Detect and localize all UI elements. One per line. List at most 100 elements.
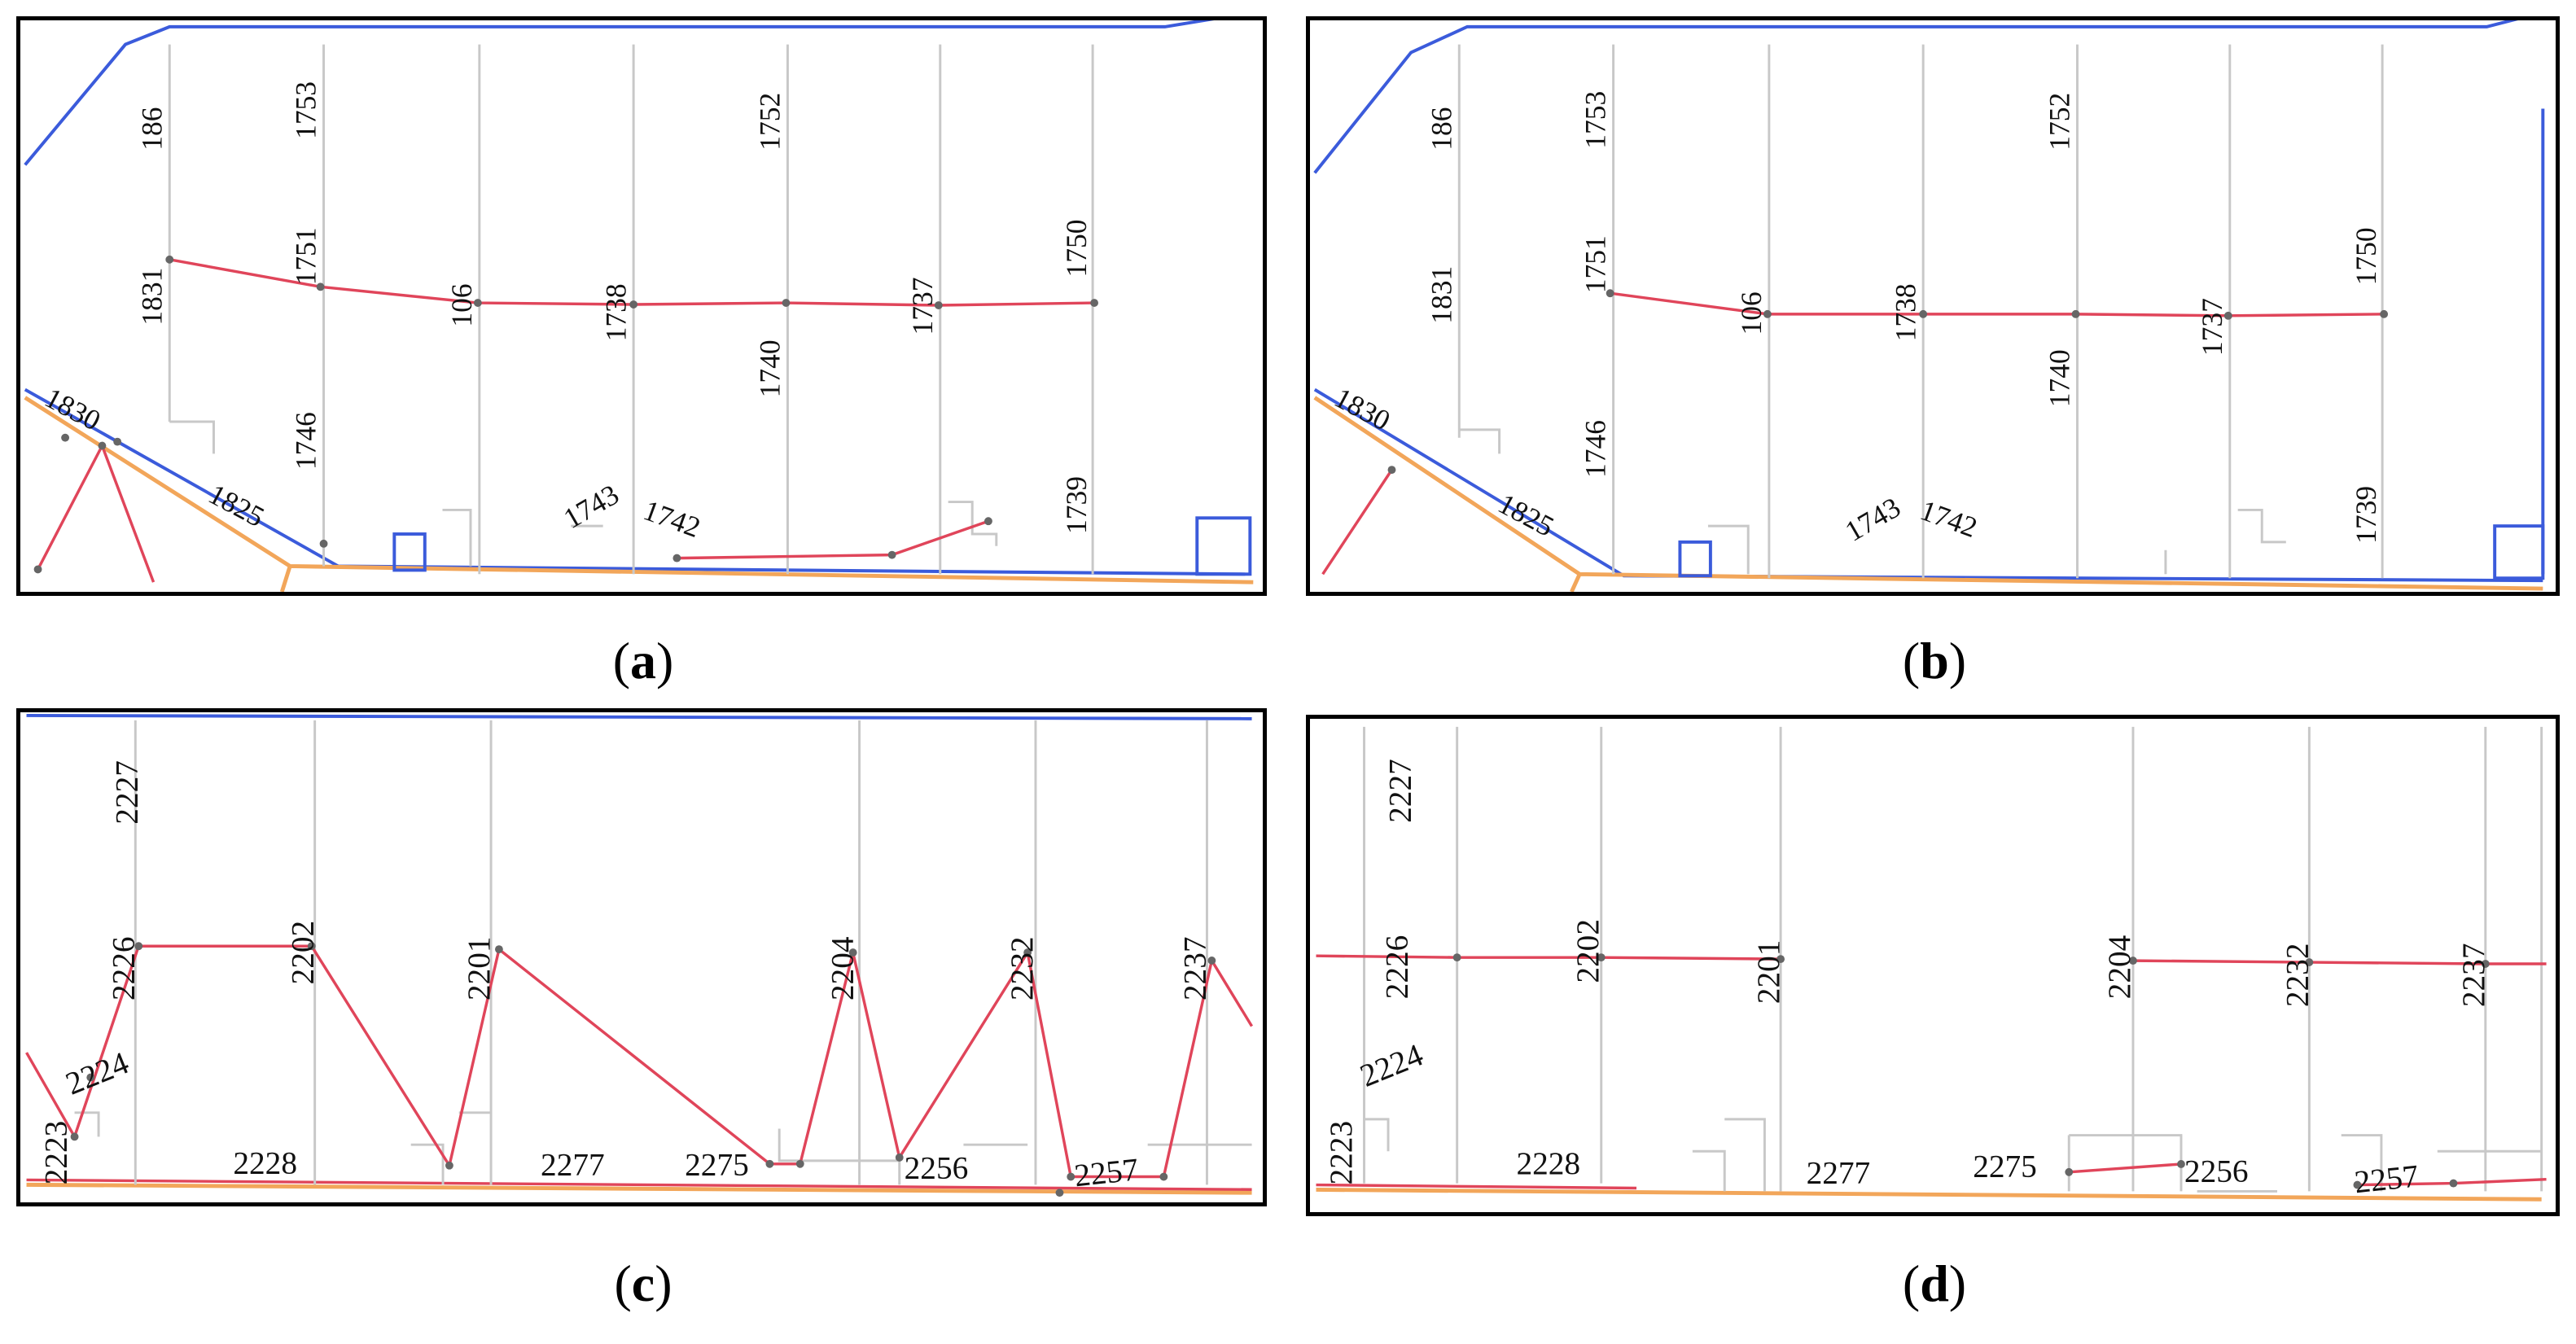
panel-c-map: 2227 2226 2202 2201 2204 2232 2237 2224 … (25, 713, 1254, 1197)
label-1738: 1738 (1889, 283, 1921, 341)
label-2223: 2223 (38, 1121, 74, 1185)
parcel-lines (1363, 726, 2543, 1193)
label-2201: 2201 (461, 936, 497, 1000)
route-main (1610, 291, 2385, 317)
label-2256: 2256 (905, 1149, 969, 1185)
label-2202: 2202 (1570, 919, 1606, 983)
panel-a: 186 1753 1752 1831 1751 106 1738 1737 17… (16, 16, 1267, 596)
road-top (24, 20, 1215, 166)
building-outline-1 (392, 532, 427, 572)
label-2257: 2257 (1072, 1151, 1140, 1193)
route-nodes (1452, 953, 2490, 1189)
route-nodes (1387, 289, 2389, 475)
route-bottom-edge (26, 1178, 1252, 1191)
parcel-lines (74, 720, 1252, 1185)
label-1750: 1750 (2350, 227, 2382, 285)
label-2237: 2237 (1176, 936, 1212, 1000)
label-106: 106 (445, 283, 478, 326)
curb-bottom (26, 1182, 1252, 1195)
curb-bottom (1313, 396, 2543, 592)
label-2227: 2227 (108, 760, 144, 825)
label-1746: 1746 (1579, 420, 1612, 478)
label-1740: 1740 (754, 339, 786, 397)
label-1753: 1753 (290, 81, 322, 139)
label-1739: 1739 (2350, 486, 2382, 544)
panel-b-map: 186 1753 1752 1831 1751 106 1738 1737 17… (1313, 20, 2545, 592)
label-2224: 2224 (61, 1044, 134, 1101)
route-lower (677, 519, 989, 560)
label-1825: 1825 (204, 477, 269, 533)
curb-bottom (1316, 1187, 2542, 1202)
label-2275: 2275 (1973, 1149, 2037, 1184)
label-2256: 2256 (2184, 1154, 2249, 1189)
route-lower-mid (2069, 1162, 2182, 1174)
road-bottom (1313, 387, 2543, 583)
route-bottom-edge (1316, 1183, 1637, 1190)
label-2228: 2228 (1516, 1145, 1580, 1181)
parcel-lines (168, 44, 1094, 575)
building-outline-1 (1678, 540, 1712, 578)
caption-d: (d) (1902, 1254, 1967, 1312)
parcel-labels: 2227 2226 2202 2201 2204 2232 2237 2224 … (1323, 759, 2491, 1200)
label-2277: 2277 (541, 1147, 605, 1183)
label-2226: 2226 (105, 936, 141, 1000)
parcel-lines (1457, 44, 2384, 579)
label-1752: 1752 (2044, 93, 2076, 151)
caption-a: (a) (612, 632, 674, 690)
label-2227: 2227 (1382, 759, 1418, 823)
label-2237: 2237 (2456, 943, 2491, 1007)
route-upper-right (2132, 959, 2547, 965)
road-top (1313, 20, 2545, 575)
building-outline-2 (2493, 524, 2545, 580)
label-1751: 1751 (1579, 235, 1612, 293)
panel-b: 186 1753 1752 1831 1751 106 1738 1737 17… (1306, 16, 2560, 596)
route-left (1321, 469, 1393, 576)
panel-c: 2227 2226 2202 2201 2204 2232 2237 2224 … (16, 708, 1267, 1206)
route-nodes (33, 255, 1099, 574)
parcel-labels: 186 1753 1752 1831 1751 106 1738 1737 17… (40, 81, 1093, 544)
panel-d-map: 2227 2226 2202 2201 2204 2232 2237 2224 … (1316, 726, 2547, 1202)
label-2275: 2275 (685, 1147, 749, 1183)
label-186: 186 (1425, 107, 1457, 150)
label-1742: 1742 (639, 493, 704, 544)
caption-c: (c) (614, 1254, 672, 1312)
label-1831: 1831 (135, 268, 168, 326)
caption-b: (b) (1902, 632, 1967, 690)
curb-bottom (24, 396, 1254, 592)
label-1750: 1750 (1060, 220, 1093, 278)
label-1831: 1831 (1425, 266, 1457, 324)
panel-d: 2227 2226 2202 2201 2204 2232 2237 2224 … (1306, 715, 2560, 1216)
label-1825: 1825 (1493, 487, 1559, 543)
label-1746: 1746 (290, 412, 322, 470)
label-1738: 1738 (599, 283, 632, 341)
parcel-labels: 2227 2226 2202 2201 2204 2232 2237 2224 … (38, 760, 1213, 1193)
label-2204: 2204 (825, 936, 861, 1000)
label-2277: 2277 (1807, 1155, 1871, 1191)
label-106: 106 (1735, 291, 1768, 335)
route-zigzag (25, 944, 1254, 1179)
label-2224: 2224 (1355, 1036, 1428, 1093)
label-2223: 2223 (1323, 1121, 1359, 1185)
label-1751: 1751 (290, 227, 322, 285)
label-1743: 1743 (1839, 491, 1905, 548)
label-2226: 2226 (1379, 935, 1415, 1000)
label-1737: 1737 (906, 278, 939, 335)
label-2201: 2201 (1750, 940, 1786, 1005)
label-1737: 1737 (2196, 298, 2228, 356)
label-1752: 1752 (754, 93, 786, 151)
label-1753: 1753 (1579, 91, 1612, 149)
label-1740: 1740 (2044, 349, 2076, 407)
label-2257: 2257 (2353, 1158, 2420, 1200)
label-1742: 1742 (1917, 493, 1982, 544)
road-top (26, 713, 1252, 720)
label-2228: 2228 (233, 1145, 297, 1181)
label-1739: 1739 (1060, 476, 1093, 534)
route-upper (1316, 954, 1781, 961)
label-2232: 2232 (1004, 936, 1040, 1000)
parcel-labels: 186 1753 1752 1831 1751 106 1738 1737 17… (1330, 91, 2382, 548)
label-2202: 2202 (285, 921, 321, 985)
building-outline-2 (1195, 516, 1252, 576)
route-nodes (70, 942, 1216, 1197)
label-186: 186 (135, 107, 168, 150)
label-2204: 2204 (2101, 935, 2137, 999)
